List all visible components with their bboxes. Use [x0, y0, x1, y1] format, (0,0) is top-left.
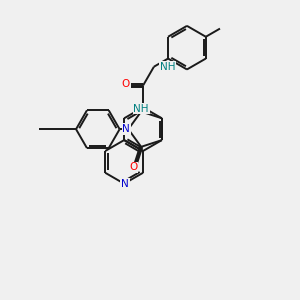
Text: O: O	[122, 79, 130, 88]
Text: N: N	[122, 124, 130, 134]
Text: NH: NH	[134, 103, 149, 114]
Text: O: O	[129, 162, 138, 172]
Text: N: N	[121, 179, 129, 189]
Text: NH: NH	[160, 62, 176, 72]
